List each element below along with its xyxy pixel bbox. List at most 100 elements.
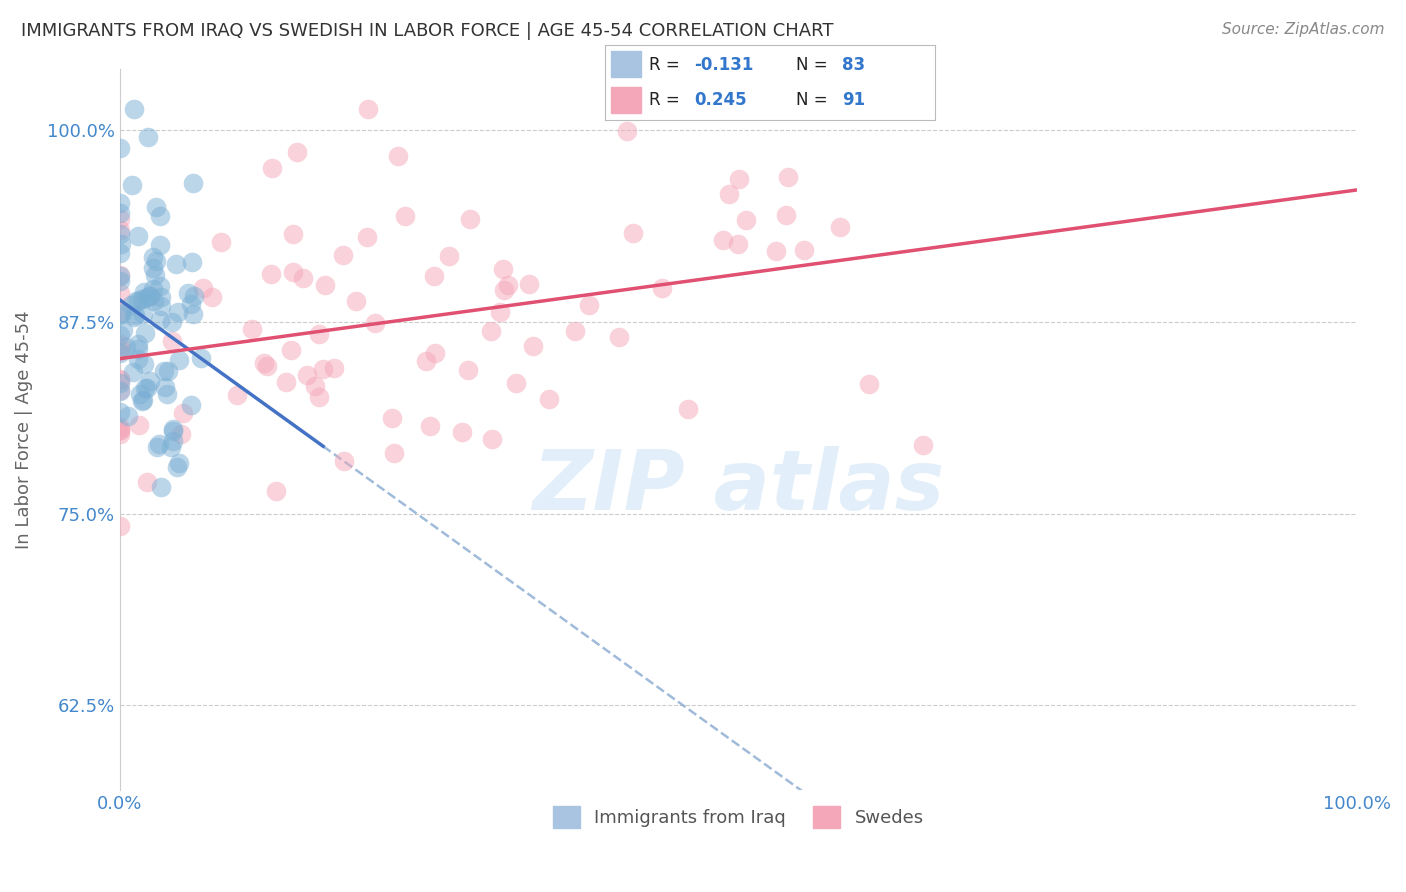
Point — [134, 357, 156, 371]
Point — [136, 130, 159, 145]
Point — [167, 353, 190, 368]
Point — [481, 432, 503, 446]
Point — [281, 265, 304, 279]
Point — [142, 260, 165, 275]
Point — [139, 289, 162, 303]
Point — [149, 299, 172, 313]
Point — [108, 212, 131, 227]
Point — [149, 313, 172, 327]
Point — [858, 376, 880, 391]
Point — [676, 402, 699, 417]
Text: N =: N = — [796, 56, 834, 74]
Point — [226, 388, 249, 402]
Point — [616, 124, 638, 138]
Point — [108, 223, 131, 237]
Point — [176, 286, 198, 301]
Point — [517, 277, 540, 292]
Point — [172, 405, 194, 419]
Point — [153, 364, 176, 378]
Point — [717, 187, 740, 202]
Point — [138, 289, 160, 303]
Point — [357, 102, 380, 116]
Point — [332, 248, 354, 262]
Point — [138, 374, 160, 388]
Point — [108, 383, 131, 397]
Bar — [612, 52, 641, 78]
Point — [181, 255, 204, 269]
Point — [131, 392, 153, 407]
Legend: Immigrants from Iraq, Swedes: Immigrants from Iraq, Swedes — [546, 798, 931, 835]
Point — [256, 359, 278, 374]
Point — [621, 227, 644, 241]
Point — [162, 434, 184, 449]
Point — [108, 336, 131, 351]
Point — [439, 249, 461, 263]
Point — [166, 460, 188, 475]
Point — [190, 351, 212, 366]
Point — [108, 268, 131, 283]
Text: 0.245: 0.245 — [693, 91, 747, 109]
Point — [124, 308, 146, 322]
Point — [381, 411, 404, 425]
Point — [108, 205, 131, 219]
Point — [285, 145, 308, 160]
Point — [160, 334, 183, 348]
Point — [280, 343, 302, 357]
Point — [110, 237, 132, 252]
Point — [538, 392, 561, 406]
Point — [505, 376, 527, 390]
Point — [108, 346, 131, 360]
Point — [146, 440, 169, 454]
Point — [108, 372, 131, 386]
Point — [183, 289, 205, 303]
Point — [124, 310, 146, 325]
Point — [479, 325, 502, 339]
Point — [311, 362, 333, 376]
Point — [262, 161, 284, 175]
Point — [127, 337, 149, 351]
Point — [127, 351, 149, 366]
Point — [108, 405, 131, 419]
Text: ZIP atlas: ZIP atlas — [533, 446, 945, 527]
Point — [162, 424, 184, 438]
Point — [148, 436, 170, 450]
Point — [912, 438, 935, 452]
Text: R =: R = — [650, 91, 685, 109]
Point — [108, 424, 131, 438]
Point — [108, 342, 131, 356]
Point — [253, 356, 276, 370]
Point — [578, 298, 600, 312]
Point — [108, 327, 131, 342]
Point — [180, 398, 202, 412]
Point — [124, 102, 146, 116]
Point — [108, 308, 131, 322]
Point — [143, 268, 166, 282]
Point — [308, 390, 330, 404]
Point — [323, 360, 346, 375]
Point — [181, 307, 204, 321]
Point — [157, 364, 180, 378]
Point — [145, 200, 167, 214]
Point — [344, 294, 367, 309]
Text: N =: N = — [796, 91, 834, 109]
Point — [169, 456, 191, 470]
Point — [308, 326, 330, 341]
Point — [134, 326, 156, 340]
Point — [451, 425, 474, 439]
Point — [304, 379, 326, 393]
Point — [492, 261, 515, 276]
Point — [120, 298, 142, 312]
Point — [522, 339, 544, 353]
Point — [149, 290, 172, 304]
Point — [108, 419, 131, 434]
Bar — [612, 87, 641, 112]
Point — [128, 418, 150, 433]
Point — [264, 484, 287, 499]
Point — [127, 228, 149, 243]
Point — [165, 257, 187, 271]
Point — [112, 323, 135, 337]
Text: IMMIGRANTS FROM IRAQ VS SWEDISH IN LABOR FORCE | AGE 45-54 CORRELATION CHART: IMMIGRANTS FROM IRAQ VS SWEDISH IN LABOR… — [21, 22, 834, 40]
Point — [332, 454, 354, 468]
Point — [108, 423, 131, 437]
Point — [295, 368, 318, 383]
